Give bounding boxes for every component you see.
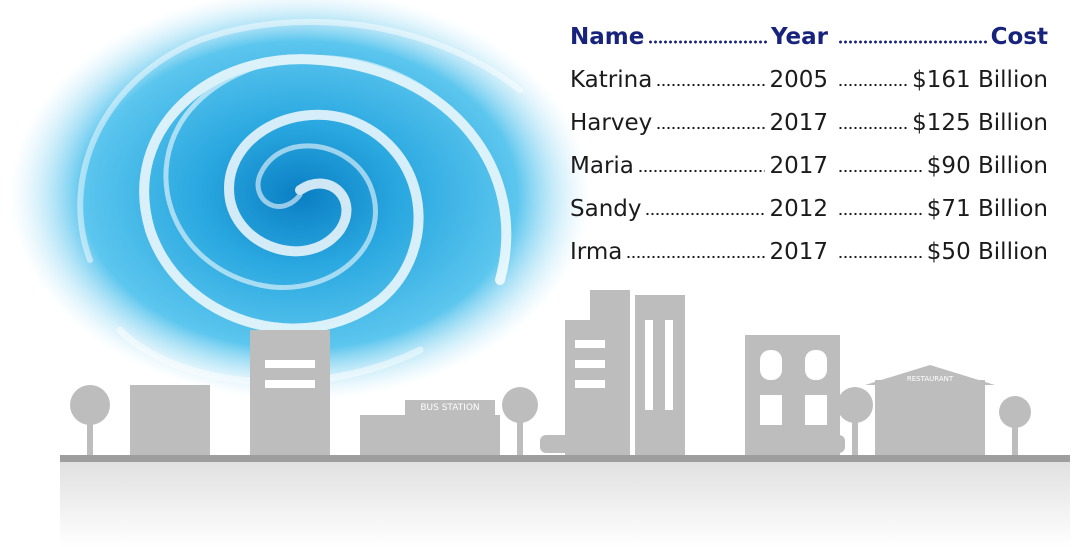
- cost-cell: $125 Billion: [912, 110, 1048, 136]
- year-cell: 2017: [769, 153, 828, 179]
- year-cell: 2017: [769, 110, 828, 136]
- year-cell: 2017: [769, 239, 828, 265]
- header-cell: Cost: [991, 24, 1048, 50]
- name-cell: Sandy: [570, 196, 641, 222]
- row-left: Name Year: [570, 24, 828, 50]
- sign-text: RESTAURANT: [907, 375, 954, 383]
- row-left: Harvey 2017: [570, 110, 828, 136]
- dot-leader: [638, 169, 766, 173]
- row-right: $90 Billion: [834, 153, 1048, 179]
- name-cell: Harvey: [570, 110, 652, 136]
- dot-leader: [838, 255, 923, 259]
- row-left: Katrina 2005: [570, 67, 828, 93]
- year-cell: 2012: [769, 196, 828, 222]
- reflection: [60, 462, 1070, 547]
- dot-leader: [838, 40, 987, 44]
- header-cell: Name: [570, 24, 644, 50]
- dot-leader: [645, 212, 765, 216]
- row-left: Irma 2017: [570, 239, 828, 265]
- dot-leader: [838, 83, 908, 87]
- cost-cell: $161 Billion: [912, 67, 1048, 93]
- dot-leader: [656, 83, 765, 87]
- dot-leader: [626, 255, 765, 259]
- dot-leader: [838, 169, 923, 173]
- dot-leader: [648, 40, 767, 44]
- row-right: $125 Billion: [834, 110, 1048, 136]
- row-left: Sandy 2012: [570, 196, 828, 222]
- row-right: $161 Billion: [834, 67, 1048, 93]
- cost-cell: $71 Billion: [927, 196, 1048, 222]
- row-left: Maria 2017: [570, 153, 828, 179]
- row-right: $50 Billion: [834, 239, 1048, 265]
- infographic: BUS STATION RESTAURANT Name Year Cost Katri…: [0, 0, 1076, 547]
- dot-leader: [838, 126, 908, 130]
- dot-leader: [656, 126, 765, 130]
- row-right: $71 Billion: [834, 196, 1048, 222]
- year-cell: 2005: [769, 67, 828, 93]
- name-cell: Maria: [570, 153, 634, 179]
- row-right: Cost: [834, 24, 1048, 50]
- dot-leader: [838, 212, 923, 216]
- cost-cell: $90 Billion: [927, 153, 1048, 179]
- cost-cell: $50 Billion: [927, 239, 1048, 265]
- header-cell: Year: [771, 24, 828, 50]
- name-cell: Katrina: [570, 67, 652, 93]
- name-cell: Irma: [570, 239, 622, 265]
- sign-text: BUS STATION: [420, 403, 479, 413]
